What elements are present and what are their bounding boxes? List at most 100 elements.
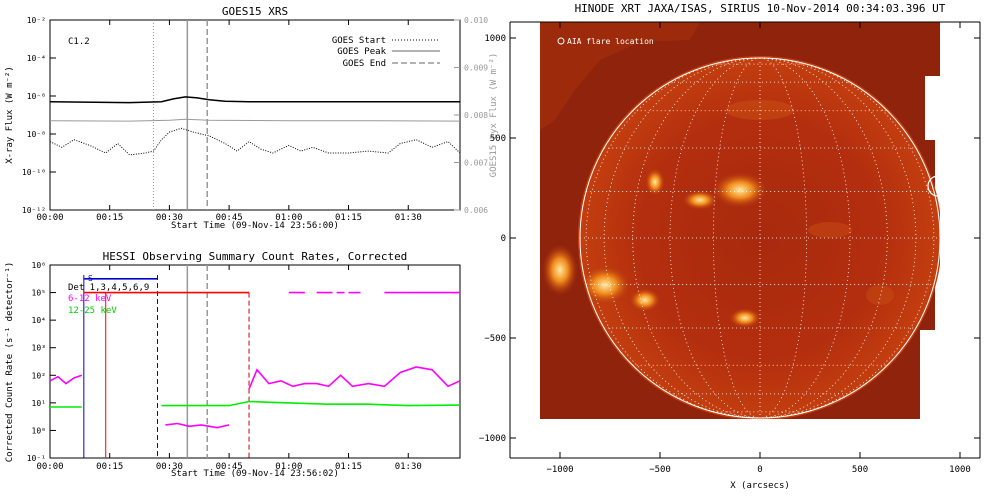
goes-series-1 xyxy=(49,118,461,122)
hessi-s-marker: S xyxy=(88,274,93,283)
goes-plot-frame xyxy=(49,19,461,211)
hessi-xtick-label: 00:30 xyxy=(156,462,183,472)
solar-image xyxy=(540,22,940,419)
hessi-ylabel: Corrected Count Rate (s⁻¹ detector⁻¹) xyxy=(5,262,15,462)
hessi-series-3-seg-1 xyxy=(161,400,461,407)
hessi-series-2-seg-0 xyxy=(49,374,83,385)
goes-xlabel: Start Time (09-Nov-14 23:56:00) xyxy=(171,221,339,231)
hessi-marks: 00:00 00:15 00:30 00:45 01:00 01:15 01:30 10⁶ 10… xyxy=(27,261,461,472)
goes-xtick-label: 00:00 xyxy=(36,213,63,223)
longitude-line xyxy=(585,57,761,419)
map-legend: AIA flare location xyxy=(567,37,654,46)
legend-6-12-kev: 6-12 keV xyxy=(68,294,112,304)
goes-ytick-label: 10⁻⁸ xyxy=(27,130,46,139)
map-xlabel: X (arcsecs) xyxy=(730,481,790,491)
legend-goes-end: GOES End xyxy=(343,59,386,69)
xrt-title: HINODE XRT JAXA/ISAS, SIRIUS 10-Nov-2014… xyxy=(575,2,946,15)
goes-y2tick-label: 0.008 xyxy=(464,111,488,120)
hessi-xtick-label: 00:45 xyxy=(216,462,243,472)
map-xtick-label: −1000 xyxy=(546,465,573,475)
goes-ytick-label: 10⁻⁴ xyxy=(27,54,46,63)
goes-xtick-label: 01:15 xyxy=(335,213,362,223)
hessi-xtick-label: 01:30 xyxy=(395,462,422,472)
legend-12-25-kev: 12-25 keV xyxy=(68,306,117,316)
goes-marks: 00:00 00:15 00:30 00:45 01:00 01:15 01:30 10⁻² 1… xyxy=(22,16,488,223)
active-regions xyxy=(580,100,894,328)
goes-y2tick-label: 0.007 xyxy=(464,159,488,168)
hessi-title: HESSI Observing Summary Count Rates, Cor… xyxy=(103,250,408,263)
active-region-9 xyxy=(866,285,894,305)
goes-ylabel-right: GOES15 Lyx Flux (W m⁻²) xyxy=(489,53,499,178)
map-ytick-label: 0 xyxy=(501,234,506,244)
legend-goes-peak: GOES Peak xyxy=(337,47,386,57)
hessi-xtick-label: 00:15 xyxy=(96,462,123,472)
hessi-ytick-label: 10¹ xyxy=(32,399,46,408)
heliographic-grid xyxy=(580,57,940,419)
hessi-panel: HESSI Observing Summary Count Rates, Cor… xyxy=(5,250,461,479)
goes-series-0 xyxy=(49,96,460,104)
aia-flare-location-marker xyxy=(927,175,940,197)
goes-xtick-label: 01:00 xyxy=(275,213,302,223)
active-region-4 xyxy=(580,265,631,305)
hessi-series-2-seg-1 xyxy=(165,422,230,429)
hessi-ytick-label: 10⁰ xyxy=(32,426,46,435)
hessi-xlabel: Start Time (09-Nov-14 23:56:02) xyxy=(171,469,339,479)
hessi-ytick-label: 10⁵ xyxy=(32,289,46,298)
map-xtick-label: 500 xyxy=(852,465,868,475)
legend-det: Det 1,3,4,5,6,9 xyxy=(68,283,149,293)
active-region-2 xyxy=(682,190,718,210)
hessi-xtick-label: 00:00 xyxy=(36,462,63,472)
goes-class-label: C1.2 xyxy=(68,37,90,47)
goes-xtick-label: 00:15 xyxy=(96,213,123,223)
limb-bright-region xyxy=(542,244,578,296)
map-xtick-label: 1000 xyxy=(949,465,971,475)
hessi-plot-frame xyxy=(49,264,461,459)
goes-y2tick-label: 0.006 xyxy=(464,206,488,215)
goes-ytick-label: 10⁻⁶ xyxy=(27,92,46,101)
goes-xtick-label: 00:30 xyxy=(156,213,183,223)
active-region-6 xyxy=(729,308,761,328)
active-region-8 xyxy=(808,222,852,238)
goes-ylabel-left: X-ray Flux (W m⁻²) xyxy=(5,66,15,164)
hessi-series-2-seg-2 xyxy=(248,366,461,390)
hessi-xtick-label: 01:00 xyxy=(275,462,302,472)
goes-xrs-panel: GOES15 XRS C1.2 GOES Start GOES Peak GOE… xyxy=(5,5,499,231)
map-ytick-label: −1000 xyxy=(479,434,506,444)
hessi-ytick-label: 10² xyxy=(32,371,46,380)
hessi-xtick-label: 01:15 xyxy=(335,462,362,472)
longitude-line xyxy=(759,57,917,419)
hessi-ytick-label: 10⁶ xyxy=(32,261,46,270)
xrt-map-panel: HINODE XRT JAXA/ISAS, SIRIUS 10-Nov-2014… xyxy=(479,2,981,491)
hessi-legend: Det 1,3,4,5,6,9 6-12 keV 12-25 keV xyxy=(68,283,149,316)
map-ticks: −1000 −500 0 500 1000 1000 500 0 −500 −1000 xyxy=(479,22,980,475)
active-region-3 xyxy=(645,168,665,196)
map-ytick-label: 500 xyxy=(490,134,506,144)
goes-ytick-label: 10⁻¹² xyxy=(22,206,46,215)
image-corner xyxy=(540,22,700,130)
longitude-line xyxy=(759,57,807,419)
longitude-line xyxy=(713,57,761,419)
hessi-ytick-label: 10⁻¹ xyxy=(27,454,46,463)
map-ytick-label: −500 xyxy=(484,334,506,344)
goes-title: GOES15 XRS xyxy=(222,5,288,18)
hessi-ytick-label: 10⁴ xyxy=(32,316,46,325)
goes-xtick-label: 01:30 xyxy=(395,213,422,223)
active-region-5 xyxy=(629,288,661,312)
map-xtick-label: −500 xyxy=(649,465,671,475)
longitude-line xyxy=(759,57,935,419)
hessi-ytick-label: 10³ xyxy=(32,344,46,353)
goes-ytick-label: 10⁻² xyxy=(27,16,46,25)
map-ytick-label: 1000 xyxy=(484,34,506,44)
map-xtick-label: 0 xyxy=(757,465,762,475)
goes-legend: GOES Start GOES Peak GOES End xyxy=(332,36,440,69)
goes-ytick-label: 10⁻¹⁰ xyxy=(22,168,46,177)
active-region-1 xyxy=(712,172,768,208)
goes-series-2 xyxy=(49,127,461,156)
legend-marker-icon xyxy=(557,37,565,45)
legend-goes-start: GOES Start xyxy=(332,36,386,46)
goes-xtick-label: 00:45 xyxy=(216,213,243,223)
goes-y2tick-label: 0.009 xyxy=(464,64,488,73)
longitude-line xyxy=(603,57,761,419)
